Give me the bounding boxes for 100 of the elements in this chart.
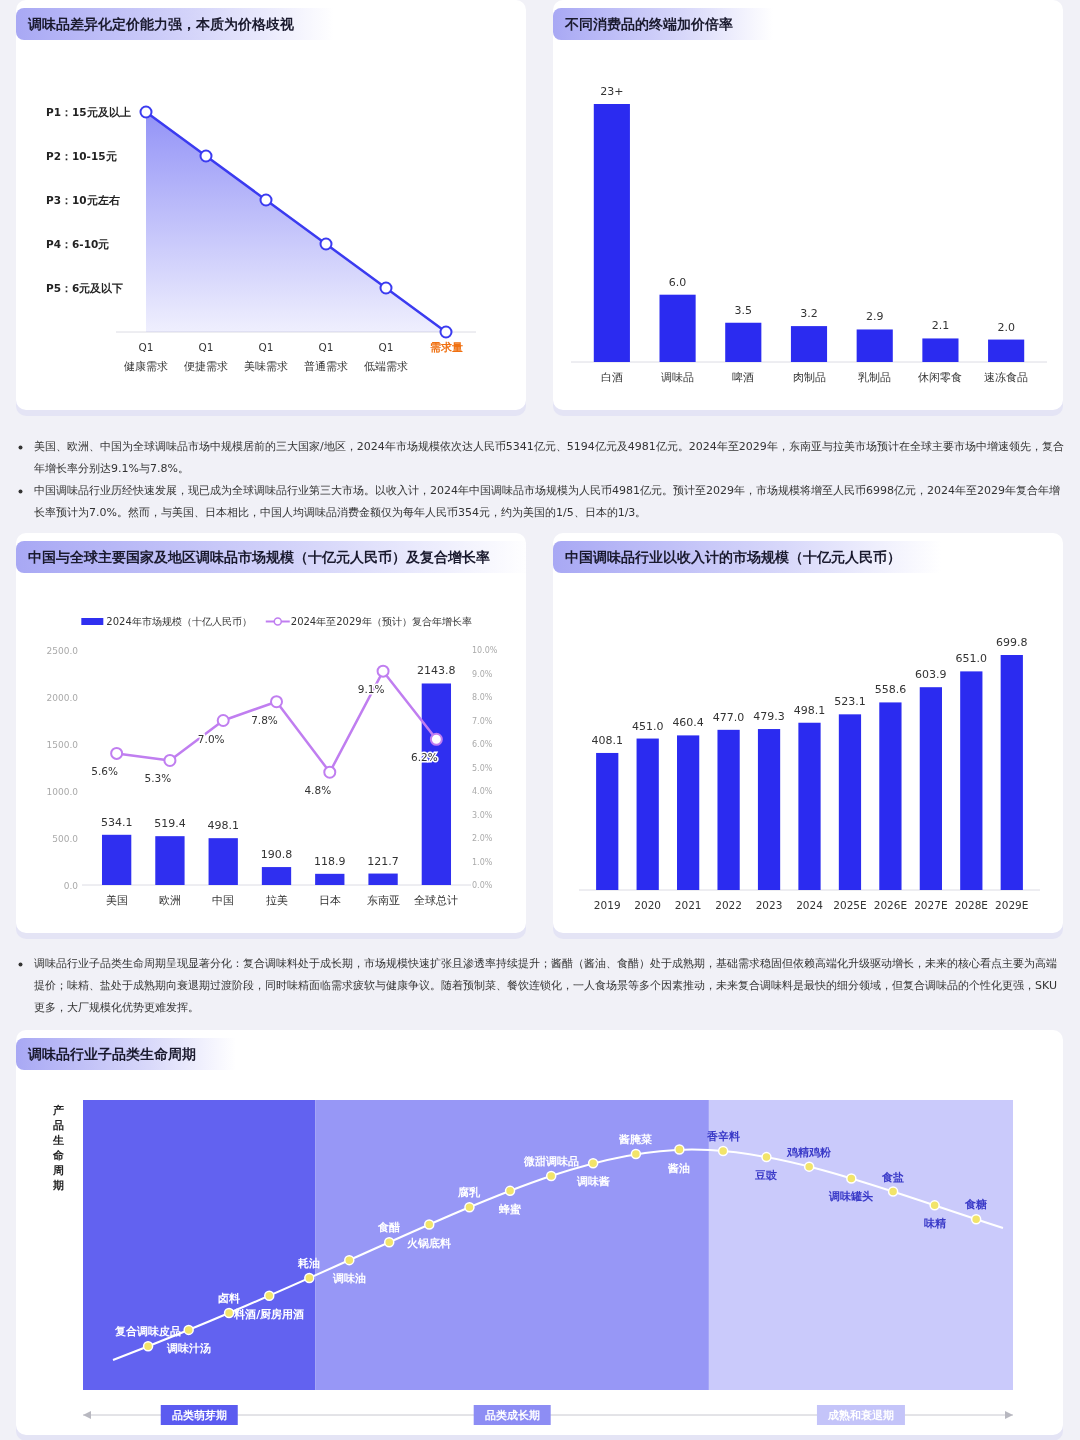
bar bbox=[368, 873, 398, 885]
point bbox=[139, 105, 153, 119]
data-label: 479.3 bbox=[753, 710, 785, 724]
text: 食盐 bbox=[881, 1170, 905, 1184]
text: 调味汁汤 bbox=[165, 1341, 211, 1355]
point bbox=[323, 765, 337, 779]
annotation: P5：6元及以下 bbox=[46, 282, 124, 294]
category-label: 品类成长期 bbox=[484, 1409, 540, 1422]
data-label: 477.0 bbox=[712, 710, 745, 724]
data-label: 651.0 bbox=[955, 652, 988, 666]
y2-tick-label: 5.0% bbox=[472, 763, 493, 773]
bar bbox=[1000, 655, 1023, 890]
y-tick-label: 1500.0 bbox=[46, 740, 79, 750]
bar bbox=[922, 338, 959, 362]
text: 酱腌菜 bbox=[618, 1133, 653, 1147]
text: 调味罐头 bbox=[828, 1190, 874, 1204]
text: 腐乳 bbox=[457, 1186, 482, 1200]
y-tick-label: 500.0 bbox=[52, 834, 79, 844]
y-tick-label: 2500.0 bbox=[46, 646, 79, 656]
x-tick-label: 2027E bbox=[914, 899, 948, 911]
x-axis-title: 需求量 bbox=[429, 341, 463, 353]
bar bbox=[856, 329, 893, 362]
data-label: 2143.8 bbox=[417, 664, 456, 678]
data-label: 519.4 bbox=[154, 817, 186, 831]
bar bbox=[659, 294, 696, 362]
data-label: 699.8 bbox=[996, 636, 1028, 649]
bar bbox=[636, 738, 659, 890]
x-tick-label: 欧洲 bbox=[158, 894, 181, 906]
bar bbox=[596, 752, 619, 890]
data-label: 2.9 bbox=[865, 310, 884, 324]
legend-label: 2024年至2029年（预计）复合年增长率 bbox=[290, 616, 472, 627]
data-label: 2.0 bbox=[997, 320, 1015, 334]
x-tick-label: 2029E bbox=[995, 899, 1029, 911]
text: 味精 bbox=[923, 1217, 946, 1231]
category-label: 成熟和衰退期 bbox=[826, 1409, 894, 1422]
text: 调味品行业子品类生命周期呈现显著分化：复合调味料处于成长期，市场规模快速扩张且渗透率持续提升；酱醋（酱油、食醋）处于成熟期，基础需求稳固但依赖高端化升级驱动增长，未来的核心看点主要为高端提价；味精、盐处于成熟期向衰退期过渡阶段，同时味精面临需求疲软与健康争议。随着预制菜、餐饮连锁化，一人食场景等多个因素推动，未来复合调味料是最快的细分领域，但复合调味品的个性化更强，SKU更多，大厂规模化优势更难发挥。 bbox=[33, 956, 1058, 1016]
bar bbox=[155, 836, 185, 885]
x-tick-label: 2023 bbox=[755, 899, 783, 911]
text: 食糖 bbox=[964, 1198, 988, 1212]
text: 火锅底料 bbox=[407, 1236, 452, 1250]
point bbox=[259, 193, 273, 207]
text: 香辛料 bbox=[705, 1129, 740, 1143]
data-label: 4.8% bbox=[304, 784, 332, 797]
x-tick-label: 2024 bbox=[796, 899, 824, 911]
x-tick-label: Q1 低端需求 bbox=[364, 341, 408, 372]
y-tick-label: 0.0 bbox=[63, 881, 79, 891]
data-label: 603.9 bbox=[915, 668, 947, 682]
data-label: 451.0 bbox=[631, 719, 664, 733]
bar bbox=[838, 714, 862, 890]
bar bbox=[593, 104, 630, 362]
data-label: 558.6 bbox=[874, 683, 907, 697]
text: 微甜调味品 bbox=[522, 1154, 579, 1168]
bar bbox=[677, 735, 700, 890]
bar bbox=[725, 322, 762, 362]
data-label: 6.0 bbox=[668, 275, 687, 289]
chart-title: 调味品差异化定价能力强，本质为价格歧视 bbox=[16, 8, 334, 40]
y-tick-label: 1000.0 bbox=[46, 787, 79, 797]
data-label: 121.7 bbox=[367, 854, 399, 868]
x-tick-label: 白酒 bbox=[600, 371, 623, 383]
text: 食醋 bbox=[377, 1221, 401, 1235]
y2-tick-label: 4.0% bbox=[472, 787, 493, 796]
text: 产品生命周期 bbox=[51, 1104, 65, 1192]
x-tick-label: 休闲零食 bbox=[918, 371, 963, 383]
text: P4：6-10元 bbox=[46, 238, 110, 250]
bar bbox=[879, 702, 902, 890]
category-label: 品类萌芽期 bbox=[171, 1409, 227, 1422]
point bbox=[429, 732, 443, 746]
chart-title: 不同消费品的终端加价倍率 bbox=[553, 8, 773, 40]
x-tick-label: Q1 便捷需求 bbox=[184, 341, 228, 372]
bar bbox=[315, 873, 345, 885]
point bbox=[110, 746, 124, 760]
y-tick-label: 2000.0 bbox=[46, 693, 79, 703]
text: 调味酱 bbox=[575, 1175, 610, 1189]
data-label: 5.3% bbox=[144, 772, 172, 785]
x-tick-label: 调味品 bbox=[661, 371, 695, 383]
bar bbox=[717, 729, 740, 890]
chart-title: 中国与全球主要国家及地区调味品市场规模（十亿元人民币）及复合增长率 bbox=[16, 541, 530, 573]
x-tick-label: 肉制品 bbox=[792, 371, 826, 383]
data-label: 5.6% bbox=[91, 765, 118, 778]
point bbox=[376, 664, 390, 678]
text: 卤料 bbox=[218, 1292, 241, 1305]
point bbox=[270, 695, 283, 709]
x-tick-label: 2025E bbox=[833, 899, 867, 911]
x-tick-label: 2019 bbox=[593, 899, 621, 911]
x-tick-label: Q1 美味需求 bbox=[244, 341, 288, 372]
text: 中国调味品行业历经快速发展，现已成为全球调味品行业第三大市场。以收入计，2024年中国调味品市场规模为人民币4981亿元。预计至2029年，市场规模将增至人民币6998亿元，2024年至2029年复合年增长率预计为7.0%。然而，与美国、日本相比，中国人均调味品消费金额仅为每年人民币354元，约为美国的1/5、日本的1/3。 bbox=[33, 483, 1061, 521]
y2-tick-label: 7.0% bbox=[472, 716, 493, 726]
x-tick-label: 2028E bbox=[954, 899, 988, 911]
x-tick-label: 美国 bbox=[105, 894, 128, 906]
point bbox=[379, 281, 393, 295]
point bbox=[319, 237, 333, 251]
data-label: 23+ bbox=[600, 85, 624, 98]
point bbox=[199, 149, 213, 163]
annotation: P3：10元左右 bbox=[46, 194, 120, 206]
data-label: 190.8 bbox=[260, 848, 293, 862]
x-tick-label: 中国 bbox=[212, 894, 235, 906]
x-tick-label: 全球总计 bbox=[414, 894, 459, 906]
data-label: 498.1 bbox=[793, 703, 826, 717]
bar bbox=[101, 834, 132, 885]
annotation: P2：10-15元 bbox=[46, 150, 117, 162]
